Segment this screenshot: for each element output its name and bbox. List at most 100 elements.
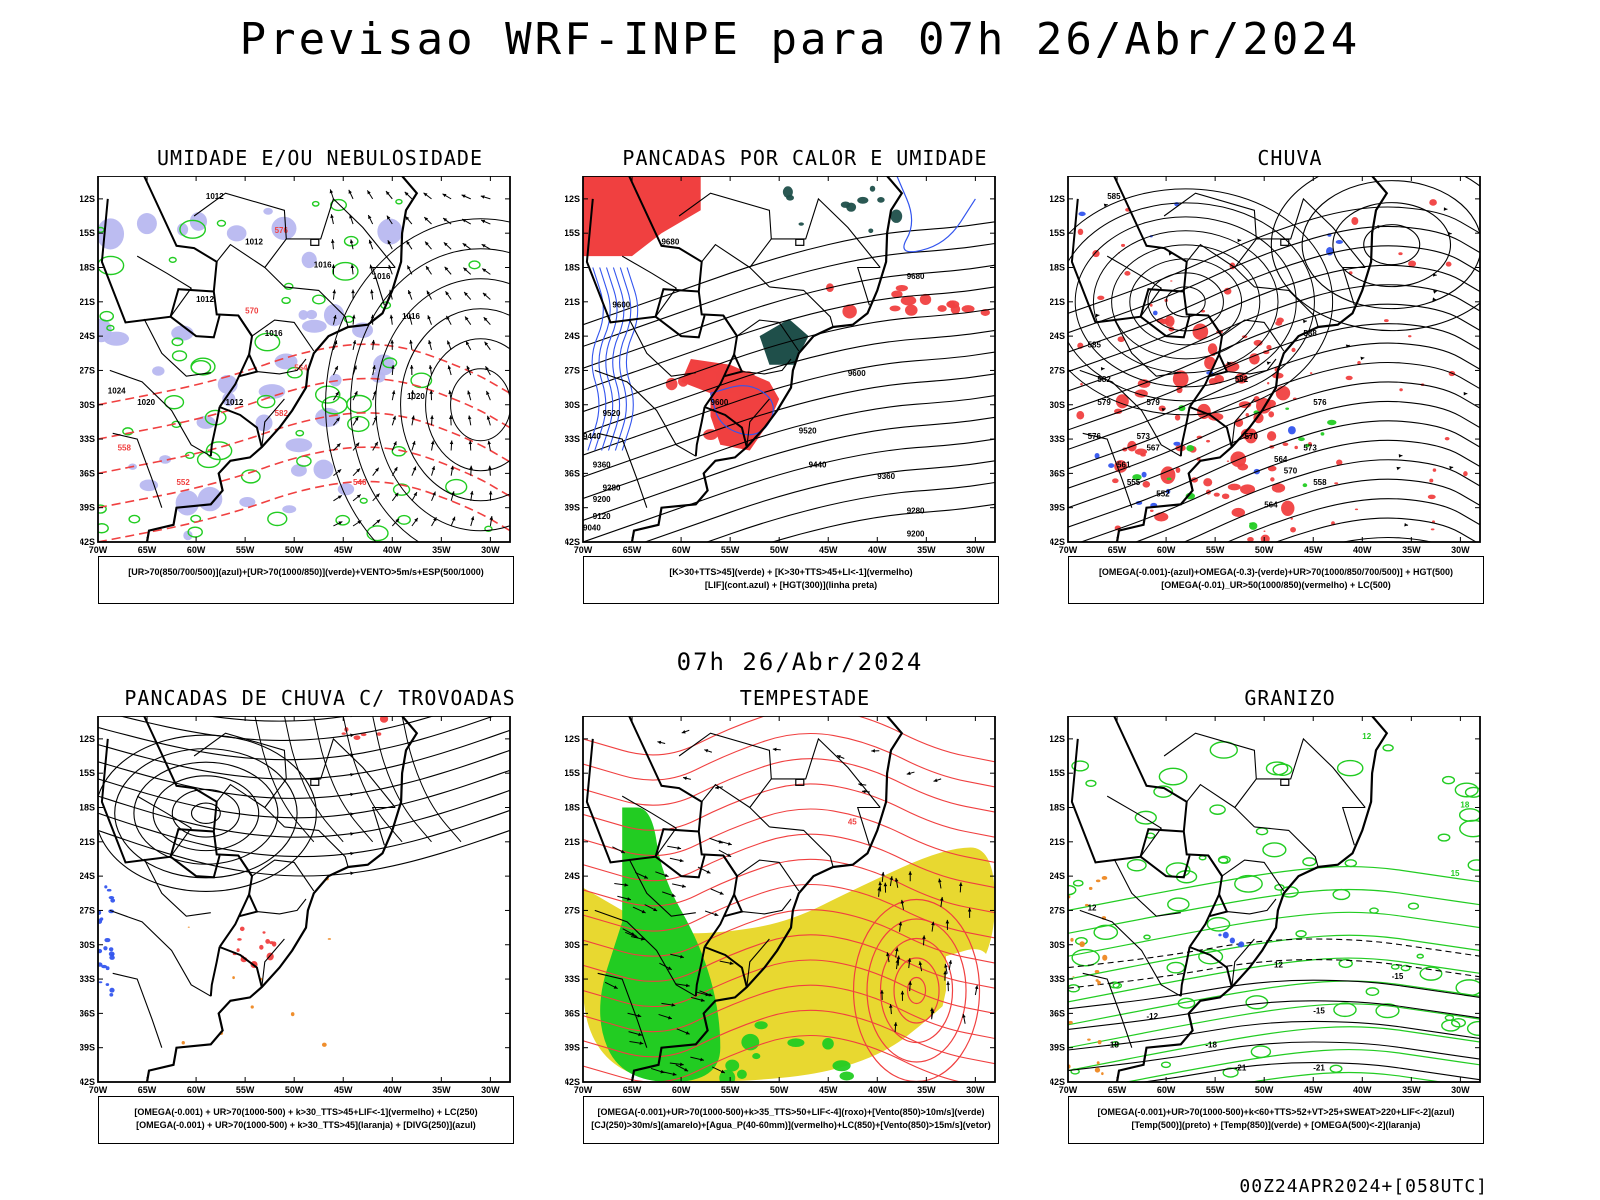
isobar [350,248,510,542]
humidity-contour [311,294,326,305]
precipitable-water-contour [583,833,995,889]
panel-granizo: GRANIZO 12 12 -12 -15 -15 -18 -18 -21 -21 12 15 18 1… [1050,686,1530,1156]
wind-vector-head [354,391,358,396]
contour-label: 582 [275,409,289,418]
divergence-blue [106,888,112,892]
humidity-contour [321,395,348,415]
convection-red [583,176,701,257]
wind-vector-head [881,871,885,876]
humidity-contour [397,514,411,525]
contour-label: 1012 [206,192,224,201]
state-border [741,358,792,375]
convection-red [889,305,901,312]
state-border [261,938,285,988]
main-title: Previsao WRF-INPE para 07h 26/Abr/2024 [239,14,1361,65]
precipitable-water-contour [583,783,995,838]
high-pressure-contour [1129,258,1243,346]
height-contour [583,242,995,347]
wind-vector-head [428,365,433,369]
lat-tick-label: 21S [565,297,580,307]
state-border [371,266,396,306]
temp-850-contour [1068,984,1081,993]
thunderstorm-red [237,938,242,941]
divergence-blue [98,918,103,924]
wind-vector-head [464,292,468,296]
wind-vector-head [390,339,394,344]
humidity-blob [98,218,125,250]
rain-red [1080,382,1083,386]
lat-tick-label: 27S [565,905,580,915]
high-pressure-contour [1301,180,1480,310]
rain-blue [1141,471,1147,478]
wind-vector-head [442,193,447,198]
humidity-contour [366,525,389,542]
temp-850-contour [1072,879,1084,887]
convection-red [687,362,699,374]
wind-vector-head [463,267,468,272]
wind-vector-head [729,961,734,965]
contour-label: 9280 [907,506,925,515]
contour-label: 9520 [799,426,817,435]
humidity-blob [239,496,256,508]
wind-vector-head [392,415,396,420]
contour-label: -21 [1235,1064,1247,1073]
state-border [256,898,307,915]
rain-red [1351,216,1359,226]
contour-label: 558 [118,444,132,453]
rain-red [1253,339,1263,347]
wind-vector-head [467,415,472,420]
wind-vector-head [330,214,334,219]
state-border [678,732,772,779]
humidity-contour [122,427,134,436]
streamline-arrow-head [1227,361,1231,366]
state-border [594,369,697,457]
coastline [1115,716,1389,1082]
geopotential-contour [1068,420,1480,528]
convection-teal [840,201,851,208]
humidity-contour [410,372,433,389]
precipitable-water-contour [583,909,995,964]
geopotential-contour [1068,381,1480,489]
state-border [701,243,751,268]
wind-vector-head [481,219,486,224]
rain-red [1290,517,1293,520]
omega-orange [1101,876,1108,880]
humidity-blob [377,218,403,245]
isobar [450,368,510,442]
country-border [218,891,259,948]
temp-850-contour [1454,782,1479,798]
contour-label: 1012 [226,398,244,407]
temp-850-contour [1198,948,1224,965]
omega-orange [1068,1020,1073,1025]
wind-850-shading [754,1021,768,1030]
humidity-contour [311,200,320,207]
country-border [219,946,263,988]
rain-red [1268,411,1275,418]
country-border [585,198,699,324]
humidity-contour [187,526,203,538]
contour-label: 1024 [108,386,126,395]
temp-850-contour [1302,857,1317,867]
contour-label: 579 [1097,398,1111,407]
wind-vector-head [447,340,451,345]
wind-vector-head [370,314,375,319]
map-umidade: 1012 1012 1016 1016 1016 1020 1012 1016 1012 1020… [80,176,511,555]
lat-tick-label: 15S [80,768,95,778]
country-border [694,946,706,997]
lat-tick-label: 21S [565,837,580,847]
contour-label: 585 [1107,192,1121,201]
rain-green [1285,407,1290,410]
lon-tick-label: 45W [819,545,838,555]
rain-red [1221,493,1230,500]
humidity-contour [106,324,115,332]
streamline-circulation [190,802,221,824]
temp-850-contour [1071,760,1090,772]
humidity-contour [314,385,341,404]
wind-vector-head [395,518,400,523]
country-border [703,891,744,948]
wind-vector-head [488,465,492,470]
wind-850-shading [839,1071,854,1081]
wind-vector-head [894,877,899,882]
precipitable-water-contour [583,1034,964,1082]
wind-vector-head [613,985,618,989]
